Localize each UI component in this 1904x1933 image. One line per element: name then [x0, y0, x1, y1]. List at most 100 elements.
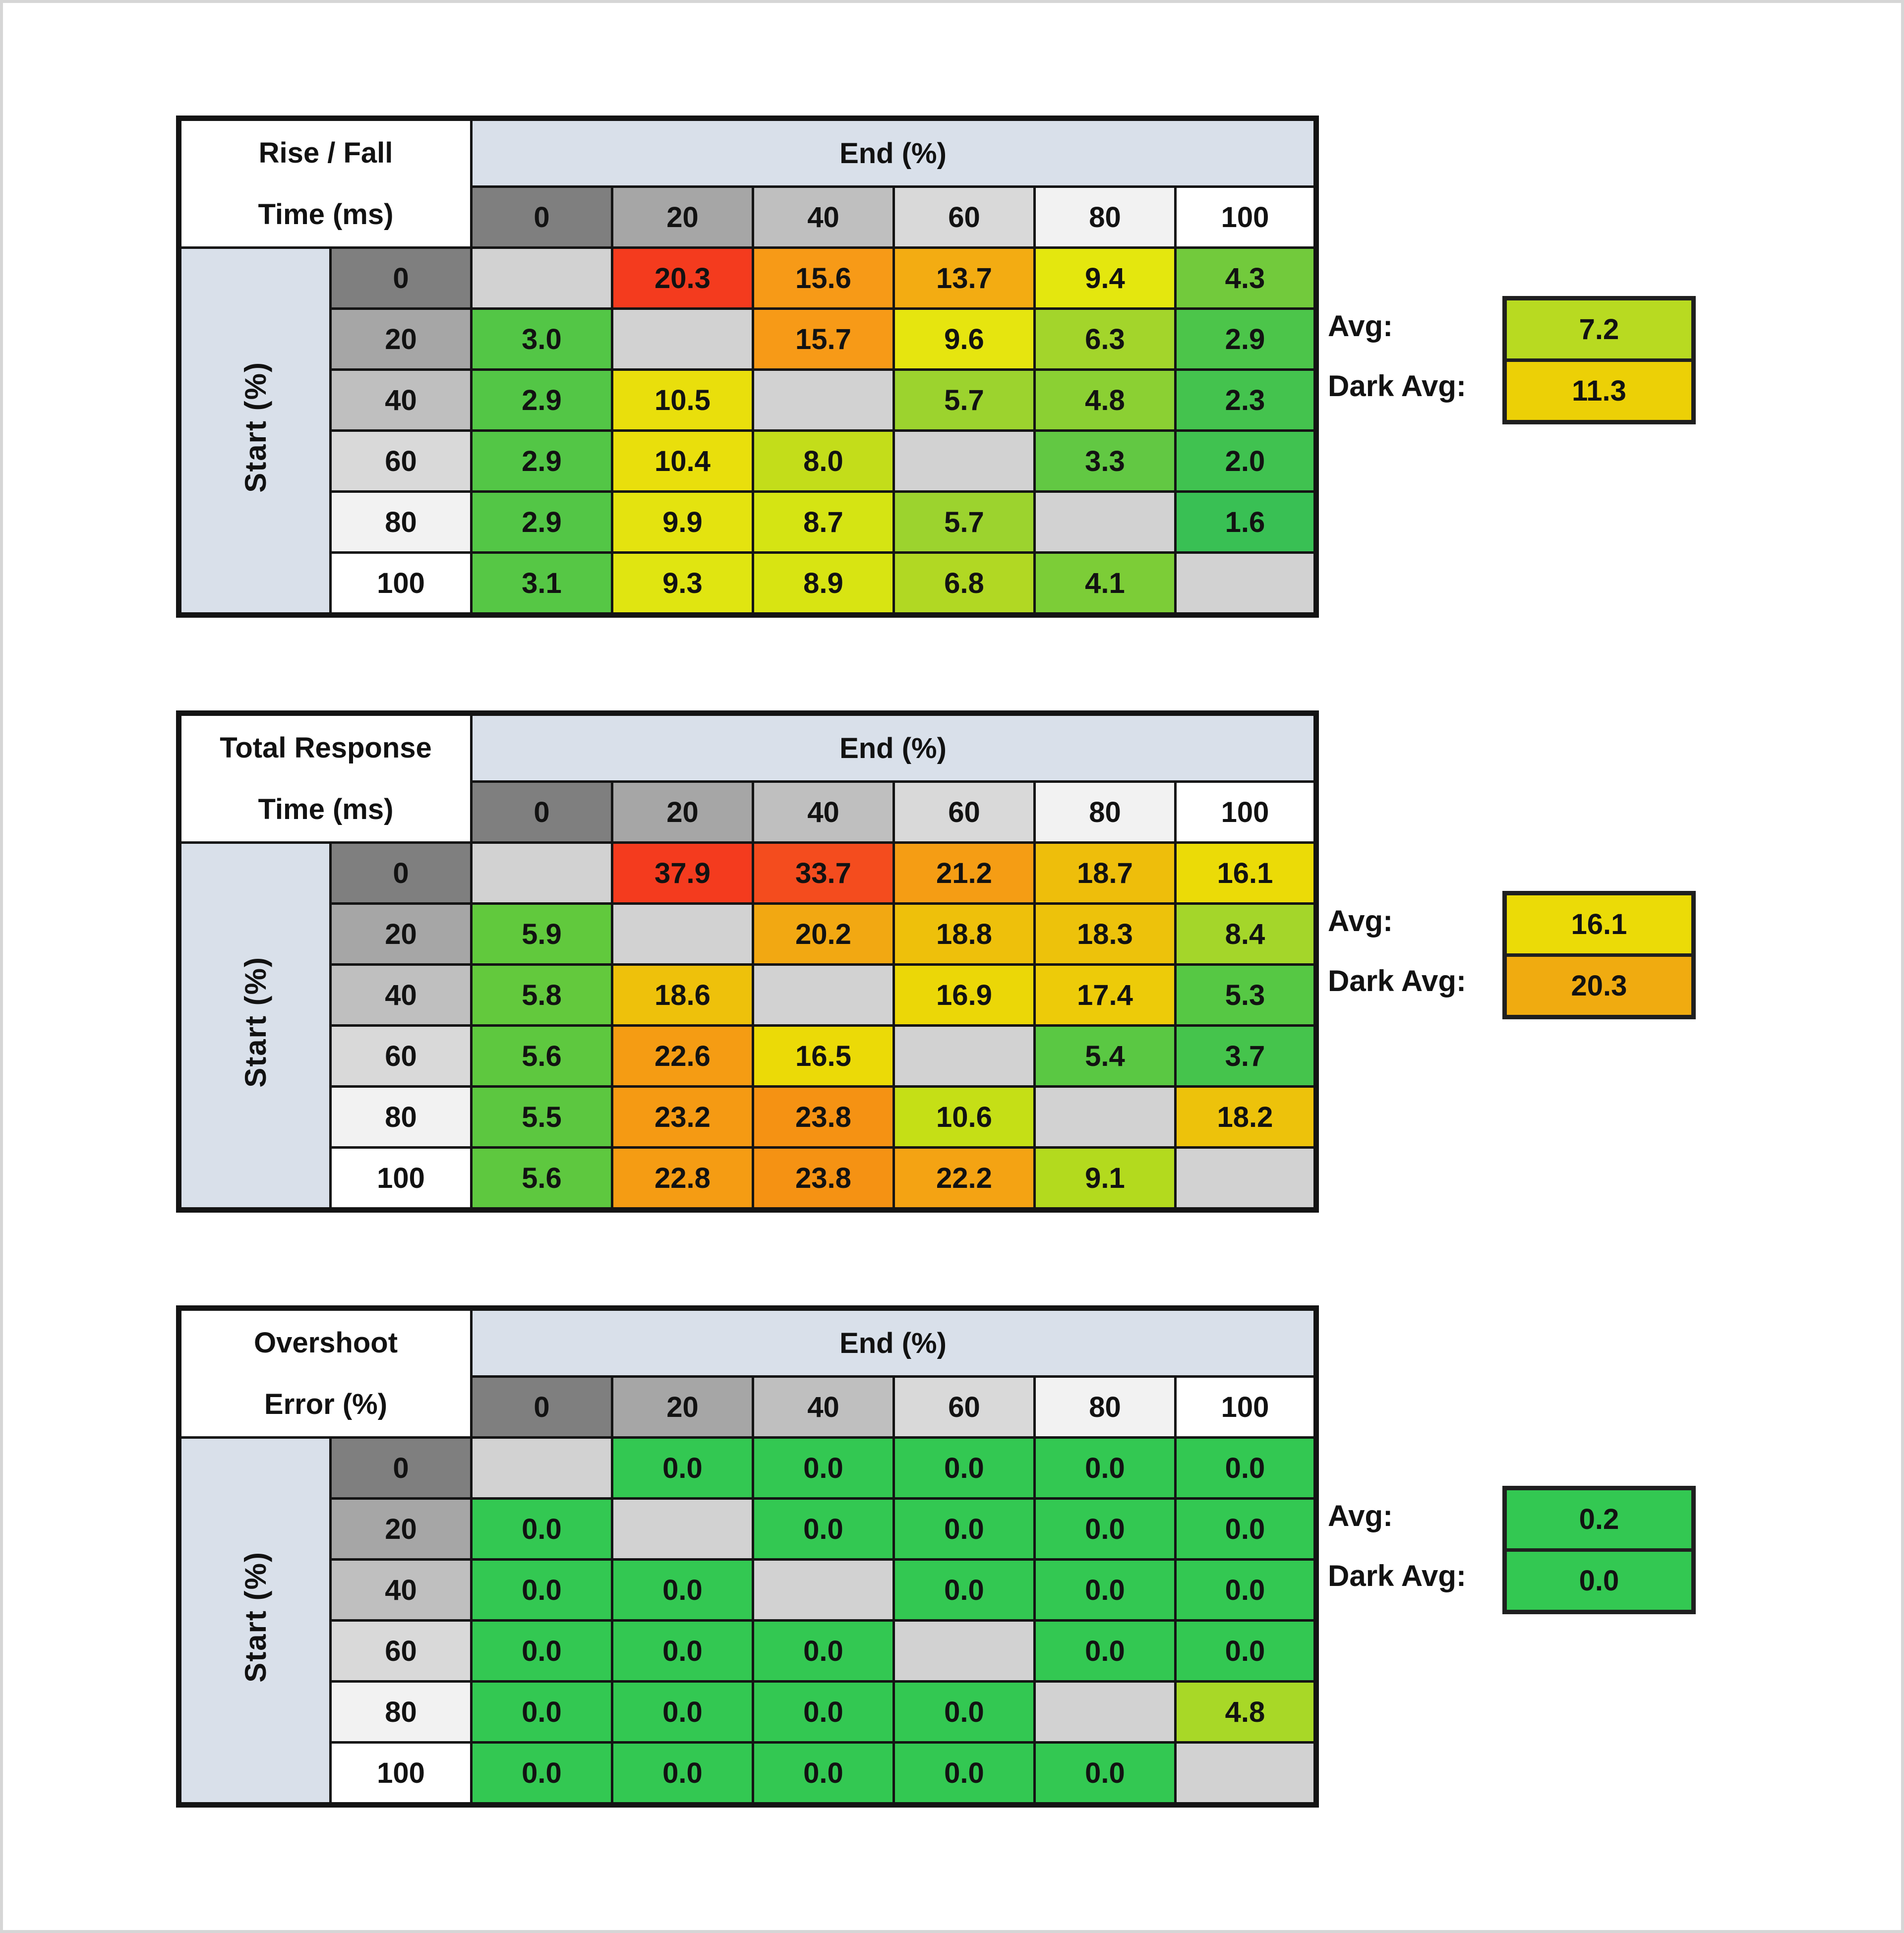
data-cell: 0.0: [470, 1497, 613, 1561]
data-cell: 0.0: [611, 1558, 754, 1622]
data-cell: 0.0: [752, 1436, 895, 1500]
data-cell: 2.3: [1174, 368, 1317, 432]
data-cell: 2.9: [470, 368, 613, 432]
data-cell: 0.0: [892, 1497, 1036, 1561]
row-header-60: 60: [329, 1024, 473, 1088]
data-cell: 16.1: [1174, 841, 1317, 905]
start-axis-label-text: Start (%): [238, 1551, 272, 1683]
data-cell: 18.6: [611, 963, 754, 1027]
diagonal-cell: [1033, 1680, 1177, 1744]
data-cell: 16.5: [752, 1024, 895, 1088]
table-title-line2: Time (ms): [258, 793, 394, 825]
data-cell: 18.7: [1033, 841, 1177, 905]
data-cell: 0.0: [752, 1619, 895, 1683]
data-cell: 6.8: [892, 551, 1036, 616]
avg-box: 7.2 11.3: [1502, 296, 1696, 424]
data-cell: 0.0: [1174, 1497, 1317, 1561]
avg-label: Avg:: [1328, 309, 1393, 343]
diagonal-cell: [892, 429, 1036, 493]
row-header-100: 100: [329, 1146, 473, 1211]
col-header-60: 60: [892, 185, 1036, 249]
table-title-line2: Time (ms): [258, 198, 394, 231]
data-cell: 22.8: [611, 1146, 754, 1211]
data-cell: 15.7: [752, 307, 895, 371]
row-header-0: 0: [329, 841, 473, 905]
data-cell: 9.6: [892, 307, 1036, 371]
data-cell: 9.4: [1033, 246, 1177, 310]
data-cell: 22.2: [892, 1146, 1036, 1211]
dark-avg-label: Dark Avg:: [1328, 964, 1466, 997]
heatmap-table-rise-fall-time: Rise / Fall Time (ms) End (%) 0 20 40 60 80 100 S…: [176, 116, 1319, 618]
col-header-80: 80: [1033, 185, 1177, 249]
data-cell: 0.0: [1174, 1558, 1317, 1622]
data-cell: 13.7: [892, 246, 1036, 310]
data-cell: 2.9: [470, 490, 613, 554]
row-header-40: 40: [329, 368, 473, 432]
data-cell: 0.0: [1033, 1497, 1177, 1561]
data-cell: 0.0: [752, 1497, 895, 1561]
col-header-20: 20: [611, 1375, 754, 1439]
data-cell: 0.0: [470, 1680, 613, 1744]
data-cell: 3.3: [1033, 429, 1177, 493]
start-axis-label: Start (%): [178, 246, 332, 616]
col-header-40: 40: [752, 185, 895, 249]
data-cell: 0.0: [1033, 1436, 1177, 1500]
table-title-line1: Overshoot: [253, 1326, 398, 1359]
data-cell: 5.8: [470, 963, 613, 1027]
avg-value: 7.2: [1507, 300, 1691, 358]
row-header-20: 20: [329, 1497, 473, 1561]
avg-labels: Avg: Dark Avg:: [1328, 1486, 1502, 1606]
data-cell: 0.0: [470, 1619, 613, 1683]
dark-avg-value: 0.0: [1507, 1548, 1691, 1610]
diagonal-cell: [752, 368, 895, 432]
data-cell: 0.0: [611, 1680, 754, 1744]
data-cell: 0.0: [892, 1680, 1036, 1744]
data-cell: 5.4: [1033, 1024, 1177, 1088]
data-cell: 0.0: [470, 1558, 613, 1622]
data-cell: 5.6: [470, 1024, 613, 1088]
data-cell: 10.5: [611, 368, 754, 432]
data-cell: 5.7: [892, 490, 1036, 554]
dark-avg-label: Dark Avg:: [1328, 1559, 1466, 1592]
data-cell: 0.0: [752, 1741, 895, 1806]
data-cell: 2.9: [470, 429, 613, 493]
data-cell: 0.0: [1033, 1619, 1177, 1683]
data-cell: 8.4: [1174, 902, 1317, 966]
data-cell: 4.1: [1033, 551, 1177, 616]
data-cell: 23.2: [611, 1085, 754, 1149]
data-cell: 10.6: [892, 1085, 1036, 1149]
avg-summary: Avg: Dark Avg: 7.2 11.3: [1328, 296, 1696, 424]
data-cell: 23.8: [752, 1085, 895, 1149]
col-header-80: 80: [1033, 780, 1177, 844]
data-cell: 0.0: [1174, 1619, 1317, 1683]
data-cell: 3.0: [470, 307, 613, 371]
diagonal-cell: [611, 902, 754, 966]
end-axis-label: End (%): [470, 712, 1317, 783]
data-cell: 18.8: [892, 902, 1036, 966]
data-cell: 5.3: [1174, 963, 1317, 1027]
data-cell: 18.2: [1174, 1085, 1317, 1149]
col-header-100: 100: [1174, 780, 1317, 844]
diagonal-cell: [470, 246, 613, 310]
data-cell: 9.1: [1033, 1146, 1177, 1211]
diagonal-cell: [1033, 490, 1177, 554]
start-axis-label-text: Start (%): [238, 361, 272, 493]
data-cell: 21.2: [892, 841, 1036, 905]
data-cell: 0.0: [892, 1558, 1036, 1622]
diagonal-cell: [1174, 1741, 1317, 1806]
avg-value: 0.2: [1507, 1490, 1691, 1548]
diagonal-cell: [1174, 1146, 1317, 1211]
data-cell: 2.9: [1174, 307, 1317, 371]
row-header-80: 80: [329, 1680, 473, 1744]
data-cell: 22.6: [611, 1024, 754, 1088]
start-axis-label: Start (%): [178, 1436, 332, 1806]
data-cell: 0.0: [1174, 1436, 1317, 1500]
row-header-100: 100: [329, 1741, 473, 1806]
data-cell: 0.0: [611, 1619, 754, 1683]
start-axis-label-text: Start (%): [238, 956, 272, 1088]
data-cell: 3.1: [470, 551, 613, 616]
data-cell: 4.3: [1174, 246, 1317, 310]
row-header-20: 20: [329, 307, 473, 371]
table-title-line1: Rise / Fall: [258, 136, 393, 169]
data-cell: 3.7: [1174, 1024, 1317, 1088]
